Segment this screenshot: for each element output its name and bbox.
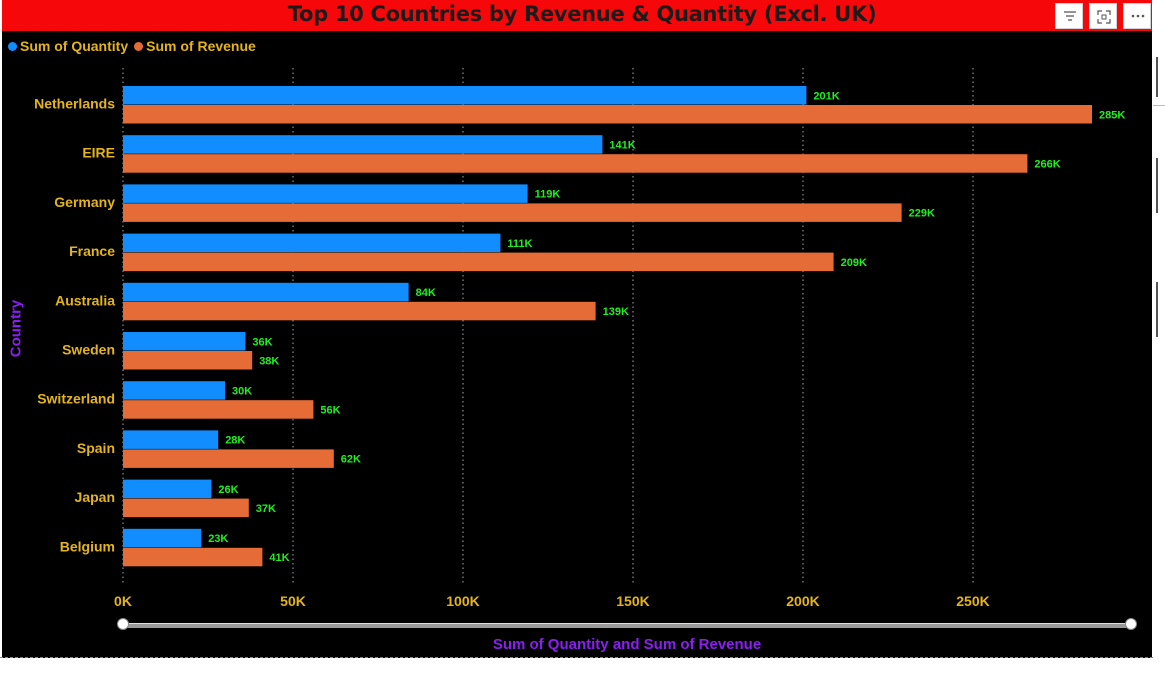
bar[interactable] (123, 479, 212, 499)
data-label: 36K (252, 336, 272, 348)
bar[interactable] (123, 449, 334, 468)
chart-visual: Top 10 Countries by Revenue & Quantity (… (2, 0, 1152, 658)
chart-title: Top 10 Countries by Revenue & Quantity (… (287, 2, 877, 26)
bar[interactable] (123, 381, 225, 400)
bar[interactable] (123, 528, 202, 548)
y-tick-label: Belgium (60, 538, 115, 554)
bar[interactable] (123, 105, 1092, 124)
x-tick-label: 0K (114, 593, 132, 609)
data-label: 209K (841, 257, 867, 269)
x-tick-label: 100K (446, 593, 479, 609)
y-tick-label: Australia (55, 292, 115, 308)
y-axis-title: Country (7, 299, 25, 358)
filter-icon[interactable] (1055, 3, 1083, 29)
focus-mode-icon[interactable] (1089, 3, 1117, 29)
data-label: 111K (507, 238, 532, 250)
zoom-slider-start-handle[interactable] (117, 618, 129, 630)
data-label: 37K (256, 503, 276, 515)
bar[interactable] (123, 86, 807, 105)
y-tick-label: Netherlands (34, 96, 115, 112)
x-tick-label: 250K (956, 593, 989, 609)
bar[interactable] (123, 498, 249, 518)
x-axis-title: Sum of Quantity and Sum of Revenue (492, 636, 762, 653)
bar[interactable] (123, 252, 834, 272)
zoom-slider-track[interactable] (123, 623, 1133, 628)
data-label: 84K (416, 287, 436, 299)
y-tick-label: Spain (77, 440, 115, 456)
data-label: 41K (269, 552, 289, 564)
bar[interactable] (123, 301, 596, 321)
legend-swatch-quantity (8, 41, 17, 51)
x-tick-label: 50K (280, 593, 306, 609)
legend-label-quantity: Sum of Quantity (20, 38, 129, 54)
bar[interactable] (123, 282, 409, 302)
y-tick-label: Sweden (62, 342, 115, 358)
data-label: 201K (813, 90, 839, 102)
y-tick-label: France (69, 243, 115, 259)
x-tick-label: 150K (616, 593, 649, 609)
data-label: 141K (609, 139, 635, 151)
data-label: 139K (603, 306, 629, 318)
y-tick-label: Switzerland (37, 391, 115, 407)
zoom-slider-end-handle[interactable] (1125, 618, 1137, 630)
bar[interactable] (123, 135, 603, 154)
data-label: 229K (909, 208, 935, 220)
more-options-icon[interactable] (1123, 3, 1151, 29)
data-label: 28K (225, 435, 245, 447)
legend-swatch-revenue (134, 41, 144, 51)
data-label: 62K (341, 454, 361, 466)
legend-item-revenue[interactable]: Sum of Revenue (134, 38, 256, 54)
bar[interactable] (123, 332, 246, 351)
data-label: 285K (1099, 109, 1125, 121)
legend: Sum of Quantity Sum of Revenue (8, 38, 256, 54)
data-label: 56K (320, 404, 340, 416)
data-label: 26K (218, 484, 238, 496)
bar[interactable] (123, 184, 528, 203)
visual-border (0, 657, 1153, 658)
y-tick-label: Japan (75, 489, 115, 505)
y-tick-label: Germany (54, 194, 115, 210)
adjacent-visual-edge (1156, 282, 1158, 337)
data-label: 38K (259, 355, 279, 367)
adjacent-visual-edge (1156, 57, 1158, 97)
adjacent-visual-edge (1156, 158, 1158, 213)
legend-label-revenue: Sum of Revenue (146, 38, 256, 54)
data-label: 266K (1034, 158, 1060, 170)
data-label: 119K (535, 189, 561, 201)
x-tick-label: 200K (786, 593, 819, 609)
bar[interactable] (123, 351, 253, 370)
title-bar: Top 10 Countries by Revenue & Quantity (… (2, 0, 1152, 31)
plot-area: 0K 50K 100K 150K 200K 250K Netherlands 201K 285K… (34, 68, 1125, 609)
adjacent-visual-edge (1153, 105, 1165, 106)
data-label: 30K (232, 385, 252, 397)
y-tick-label: EIRE (82, 145, 115, 161)
bar[interactable] (123, 400, 314, 419)
bar[interactable] (123, 203, 902, 222)
bar[interactable] (123, 154, 1028, 173)
data-label: 23K (208, 533, 228, 545)
bar[interactable] (123, 547, 263, 567)
legend-item-quantity[interactable]: Sum of Quantity (8, 38, 128, 54)
bar[interactable] (123, 430, 219, 449)
bar[interactable] (123, 233, 501, 253)
